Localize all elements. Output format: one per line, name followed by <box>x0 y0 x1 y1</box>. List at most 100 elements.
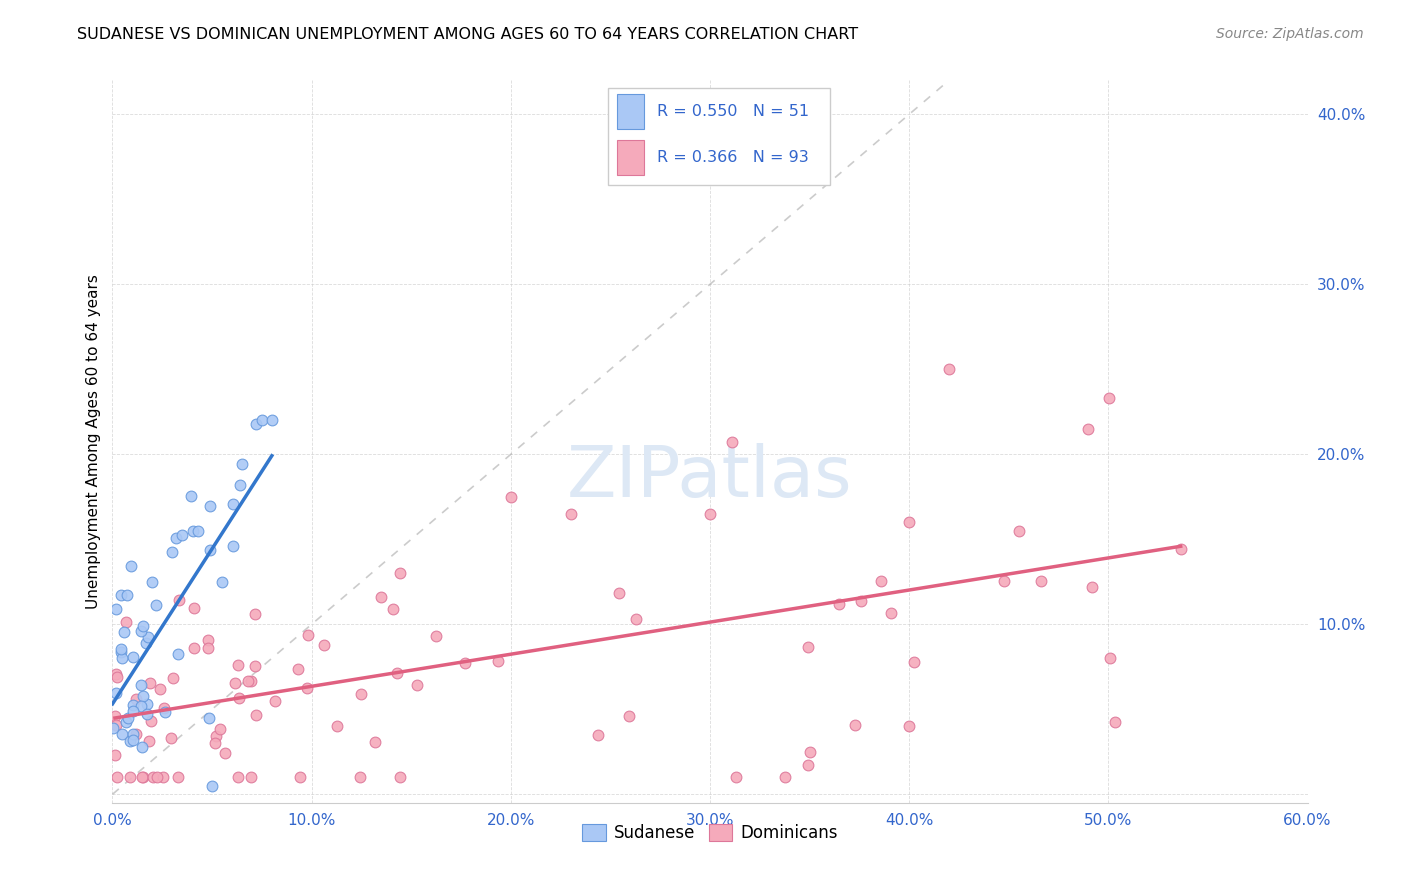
Point <box>105 770 128 784</box>
Point <box>169 593 191 607</box>
Point <box>204 729 226 743</box>
Point <box>125 692 148 706</box>
Point <box>120 734 142 748</box>
Point <box>121 732 143 747</box>
Point <box>180 490 202 504</box>
Text: Source: ZipAtlas.com: Source: ZipAtlas.com <box>1216 27 1364 41</box>
Point <box>454 656 477 670</box>
Point <box>197 711 219 725</box>
Point <box>222 540 245 554</box>
Point <box>159 731 181 745</box>
Point <box>288 770 311 784</box>
Point <box>121 650 143 665</box>
Point <box>607 586 630 600</box>
Point <box>243 607 266 621</box>
Point <box>115 714 138 729</box>
Point <box>162 671 184 685</box>
Point <box>240 673 263 688</box>
Point <box>287 662 309 676</box>
Point <box>131 739 153 754</box>
Point <box>879 606 901 620</box>
Point <box>699 507 721 521</box>
Point <box>131 770 153 784</box>
Point <box>132 619 155 633</box>
Point <box>149 682 172 697</box>
Point <box>617 709 640 723</box>
Point <box>903 655 925 669</box>
Point <box>640 167 662 181</box>
Point <box>197 633 219 648</box>
Point <box>245 708 267 723</box>
Point <box>211 575 233 590</box>
Point <box>1170 542 1192 557</box>
Point <box>172 527 194 541</box>
Point <box>827 597 849 611</box>
Point <box>245 417 267 431</box>
Point <box>326 718 349 732</box>
Point <box>152 770 174 784</box>
Point <box>775 770 797 784</box>
Point <box>1098 651 1121 665</box>
Point <box>869 574 891 589</box>
Point <box>264 694 287 708</box>
Point <box>110 641 132 656</box>
Point <box>141 575 163 590</box>
Point <box>382 601 405 615</box>
Point <box>183 641 205 656</box>
Point <box>136 630 159 644</box>
Point <box>229 478 252 492</box>
Point <box>222 497 245 511</box>
Point <box>122 698 145 713</box>
Point <box>297 628 319 642</box>
Point <box>236 674 259 689</box>
Point <box>124 727 146 741</box>
Point <box>105 602 128 616</box>
Point <box>364 735 387 749</box>
Point <box>121 727 143 741</box>
Point <box>105 718 128 732</box>
Point <box>145 770 167 784</box>
Point <box>993 574 1015 588</box>
Point <box>198 543 221 558</box>
Point <box>1077 422 1099 436</box>
Point <box>560 507 582 521</box>
Point <box>385 665 408 680</box>
Point <box>208 722 231 736</box>
Point <box>104 709 127 723</box>
Point <box>295 681 318 695</box>
Point <box>153 705 176 719</box>
Point <box>250 413 273 427</box>
Point <box>111 727 134 741</box>
Point <box>115 615 138 630</box>
Point <box>115 588 138 602</box>
Point <box>938 362 960 376</box>
Point <box>499 490 522 504</box>
Point <box>224 675 246 690</box>
Point <box>118 770 141 784</box>
Point <box>111 651 134 665</box>
Point <box>160 544 183 558</box>
Point <box>898 719 921 733</box>
Point <box>135 636 157 650</box>
Point <box>721 434 744 449</box>
Point <box>231 457 253 471</box>
Point <box>197 641 219 656</box>
Point <box>314 638 336 652</box>
Point <box>152 701 174 715</box>
Point <box>799 745 821 759</box>
Point <box>898 516 921 530</box>
Point <box>624 612 647 626</box>
Point <box>389 770 412 784</box>
Point <box>796 640 818 654</box>
Point <box>797 758 820 772</box>
Point <box>388 566 411 581</box>
Text: ZIPatlas: ZIPatlas <box>567 443 853 512</box>
Point <box>104 686 127 700</box>
Point <box>110 645 132 659</box>
Point <box>139 676 162 690</box>
Point <box>132 689 155 703</box>
Point <box>1031 574 1053 588</box>
Point <box>350 687 373 701</box>
Point <box>121 704 143 718</box>
Point <box>105 670 128 684</box>
